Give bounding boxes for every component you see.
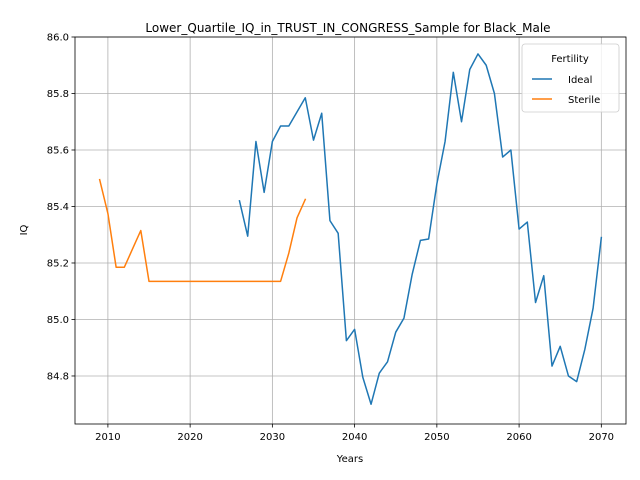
legend-label-ideal: Ideal bbox=[568, 75, 592, 86]
legend-label-sterile: Sterile bbox=[568, 95, 600, 106]
x-tick-label: 2050 bbox=[424, 432, 449, 443]
x-tick-label: 2070 bbox=[589, 432, 614, 443]
series-line-sterile bbox=[98, 178, 307, 283]
y-axis: 84.8 85.0 85.2 85.4 85.6 85.8 86.0 bbox=[47, 33, 75, 382]
x-axis-label: Years bbox=[336, 454, 363, 465]
legend: Fertility Ideal Sterile bbox=[521, 43, 620, 113]
x-tick-label: 2010 bbox=[95, 432, 120, 443]
legend-box bbox=[521, 43, 620, 113]
y-tick-label: 84.8 bbox=[47, 371, 69, 382]
y-tick-label: 86.0 bbox=[47, 33, 69, 44]
x-tick-label: 2020 bbox=[177, 432, 202, 443]
y-tick-label: 85.8 bbox=[47, 89, 69, 100]
chart-title: Lower_Quartile_IQ_in_TRUST_IN_CONGRESS_S… bbox=[145, 21, 550, 35]
y-tick-label: 85.2 bbox=[47, 258, 69, 269]
y-axis-label: IQ bbox=[19, 224, 30, 235]
x-tick-label: 2030 bbox=[260, 432, 285, 443]
legend-title: Fertility bbox=[551, 54, 589, 65]
x-axis: 2010 2020 2030 2040 2050 2060 2070 bbox=[95, 424, 614, 443]
y-tick-label: 85.0 bbox=[47, 315, 69, 326]
y-tick-label: 85.4 bbox=[47, 202, 69, 213]
plot-frame bbox=[74, 36, 627, 425]
x-tick-label: 2040 bbox=[342, 432, 367, 443]
series-line-ideal bbox=[238, 53, 603, 405]
x-tick-label: 2060 bbox=[506, 432, 531, 443]
series-layer bbox=[98, 53, 603, 405]
y-tick-label: 85.6 bbox=[47, 145, 69, 156]
